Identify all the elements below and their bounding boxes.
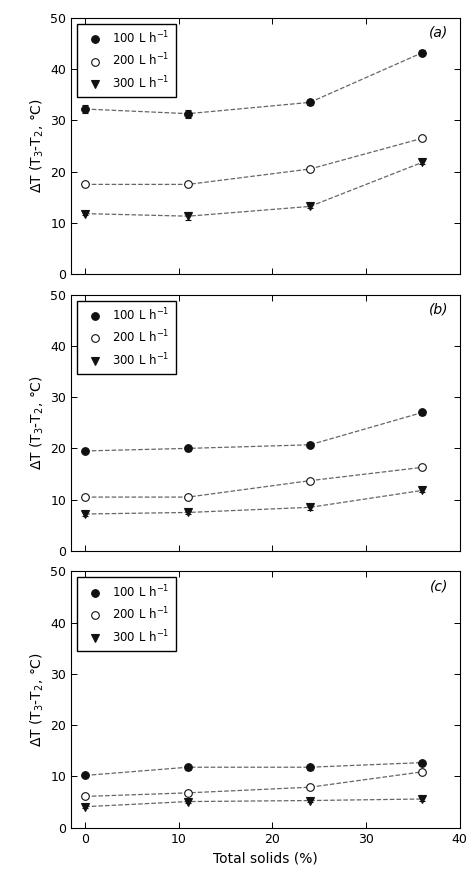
Legend: 100 L h$^{-1}$, 200 L h$^{-1}$, 300 L h$^{-1}$: 100 L h$^{-1}$, 200 L h$^{-1}$, 300 L h$…	[77, 24, 176, 97]
Y-axis label: $\Delta$T (T$_3$-T$_2$, °C): $\Delta$T (T$_3$-T$_2$, °C)	[28, 652, 46, 747]
Text: (a): (a)	[429, 26, 448, 39]
Text: (b): (b)	[428, 303, 448, 316]
Y-axis label: $\Delta$T (T$_3$-T$_2$, °C): $\Delta$T (T$_3$-T$_2$, °C)	[28, 376, 46, 470]
Text: (c): (c)	[430, 579, 448, 593]
Legend: 100 L h$^{-1}$, 200 L h$^{-1}$, 300 L h$^{-1}$: 100 L h$^{-1}$, 200 L h$^{-1}$, 300 L h$…	[77, 578, 176, 651]
Legend: 100 L h$^{-1}$, 200 L h$^{-1}$, 300 L h$^{-1}$: 100 L h$^{-1}$, 200 L h$^{-1}$, 300 L h$…	[77, 301, 176, 374]
Y-axis label: $\Delta$T (T$_3$-T$_2$, °C): $\Delta$T (T$_3$-T$_2$, °C)	[28, 99, 46, 193]
X-axis label: Total solids (%): Total solids (%)	[213, 851, 318, 865]
